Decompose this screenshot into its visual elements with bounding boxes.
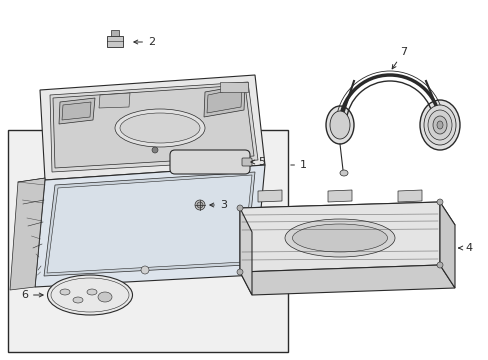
Polygon shape bbox=[439, 202, 454, 288]
Polygon shape bbox=[59, 98, 95, 124]
Ellipse shape bbox=[432, 116, 446, 134]
Polygon shape bbox=[240, 208, 251, 295]
Circle shape bbox=[237, 269, 243, 275]
Polygon shape bbox=[107, 36, 123, 47]
Ellipse shape bbox=[60, 289, 70, 295]
Ellipse shape bbox=[329, 111, 349, 139]
Ellipse shape bbox=[87, 289, 97, 295]
FancyBboxPatch shape bbox=[170, 150, 249, 174]
FancyBboxPatch shape bbox=[242, 158, 251, 166]
Polygon shape bbox=[40, 75, 264, 180]
Polygon shape bbox=[10, 178, 45, 290]
Text: 1: 1 bbox=[290, 160, 306, 170]
Polygon shape bbox=[206, 88, 242, 113]
Polygon shape bbox=[258, 190, 282, 202]
Ellipse shape bbox=[427, 110, 451, 140]
Polygon shape bbox=[50, 82, 258, 172]
Polygon shape bbox=[47, 175, 251, 273]
Circle shape bbox=[141, 266, 149, 274]
Polygon shape bbox=[327, 190, 351, 202]
Bar bbox=[8, 130, 287, 352]
Polygon shape bbox=[220, 82, 247, 92]
Circle shape bbox=[237, 205, 243, 211]
Polygon shape bbox=[203, 85, 244, 117]
Circle shape bbox=[436, 199, 442, 205]
Polygon shape bbox=[53, 85, 253, 168]
Text: 3: 3 bbox=[209, 200, 226, 210]
Circle shape bbox=[436, 262, 442, 268]
Polygon shape bbox=[397, 190, 421, 202]
Ellipse shape bbox=[120, 113, 200, 143]
Ellipse shape bbox=[47, 275, 132, 315]
Ellipse shape bbox=[325, 106, 353, 144]
Polygon shape bbox=[111, 30, 119, 36]
Polygon shape bbox=[99, 93, 130, 108]
Circle shape bbox=[152, 147, 158, 153]
Ellipse shape bbox=[339, 170, 347, 176]
Ellipse shape bbox=[419, 100, 459, 150]
Text: 2: 2 bbox=[134, 37, 155, 47]
Ellipse shape bbox=[100, 295, 110, 301]
Polygon shape bbox=[44, 172, 254, 276]
Polygon shape bbox=[240, 265, 454, 295]
Polygon shape bbox=[62, 102, 91, 120]
Ellipse shape bbox=[292, 224, 386, 252]
Polygon shape bbox=[240, 202, 454, 232]
Ellipse shape bbox=[115, 109, 204, 147]
Polygon shape bbox=[35, 165, 264, 287]
Ellipse shape bbox=[285, 219, 394, 257]
Circle shape bbox=[195, 200, 204, 210]
Text: 4: 4 bbox=[458, 243, 471, 253]
Text: 7: 7 bbox=[391, 47, 407, 69]
Text: 6: 6 bbox=[21, 290, 43, 300]
Circle shape bbox=[197, 202, 203, 208]
Ellipse shape bbox=[423, 105, 455, 145]
Polygon shape bbox=[240, 202, 439, 272]
Ellipse shape bbox=[436, 121, 442, 129]
Text: 5: 5 bbox=[250, 157, 264, 167]
Ellipse shape bbox=[98, 292, 112, 302]
Ellipse shape bbox=[73, 297, 83, 303]
